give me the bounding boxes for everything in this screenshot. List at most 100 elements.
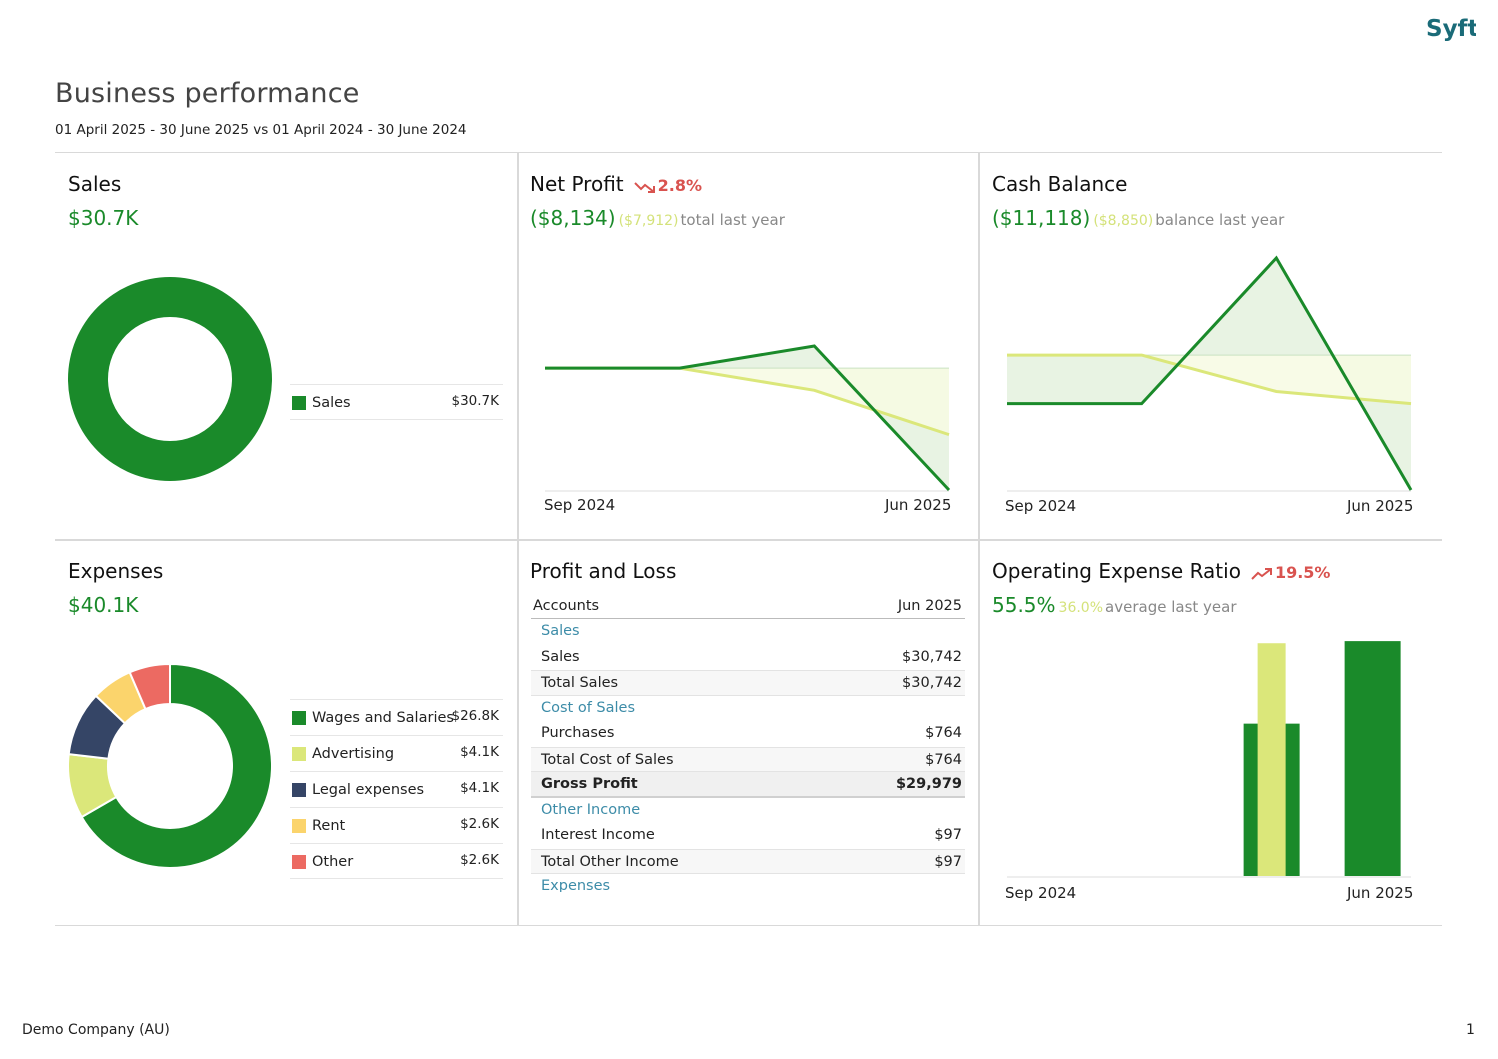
grid-divider-vertical-1 [517, 153, 519, 925]
net-profit-current: ($8,134) [530, 206, 616, 230]
expenses-legend-swatch [292, 711, 306, 725]
oer-title: Operating Expense Ratio 19.5% [992, 559, 1330, 583]
oer-value: 55.5% 36.0% average last year [992, 593, 1237, 617]
sales-legend-value: $30.7K [451, 393, 499, 409]
pl-total-row[interactable]: Total Other Income $97 [531, 848, 965, 874]
expenses-legend-label: Advertising [312, 746, 395, 762]
cash-balance-current-line[interactable] [1007, 255, 1413, 491]
oer-bar-chart[interactable] [1007, 639, 1413, 879]
cash-balance-previous-line[interactable] [1007, 353, 1412, 406]
expenses-legend-label: Rent [312, 818, 346, 834]
pl-section-header[interactable]: Expenses [531, 874, 965, 892]
profit-loss-title: Profit and Loss [530, 559, 677, 583]
accounts-column-header: Accounts [533, 598, 600, 614]
sales-value: $30.7K [68, 206, 139, 230]
net-profit-trend: 2.8% [633, 176, 702, 195]
expenses-legend-value: $4.1K [460, 780, 499, 796]
net-profit-line-chart[interactable] [545, 302, 951, 492]
page-subtitle: 01 April 2025 - 30 June 2025 vs 01 April… [55, 122, 467, 138]
cash-balance-panel[interactable]: Cash Balance ($11,118) ($8,850) balance la… [979, 152, 1442, 538]
oer-trend-value: 19.5% [1274, 563, 1331, 582]
oer-bar-current[interactable] [1344, 641, 1401, 876]
expenses-legend-item[interactable]: Wages and Salaries $26.8K [290, 699, 503, 735]
profit-loss-panel[interactable]: Profit and Loss [517, 539, 978, 925]
net-profit-value: ($8,134) ($7,912) total last year [530, 206, 785, 230]
profit-loss-table-header: Accounts Jun 2025 [531, 592, 965, 619]
oer-current: 55.5% [992, 593, 1056, 617]
grid-divider-horizontal [55, 539, 1442, 541]
sales-donut-slice-0[interactable] [68, 277, 272, 481]
syft-logo: Syft [1426, 16, 1476, 42]
sales-legend-item[interactable]: Sales $30.7K [290, 384, 503, 420]
expenses-legend-swatch [292, 819, 306, 833]
sales-panel[interactable]: Sales $30.7K Sales $30.7K [55, 152, 517, 538]
pl-section-header[interactable]: Other Income [531, 798, 965, 824]
trend-up-icon [1251, 567, 1272, 580]
sales-legend: Sales $30.7K [290, 384, 503, 420]
pl-row-label: Interest Income [541, 827, 655, 843]
net-profit-panel[interactable]: Net Profit 2.8% ($8,134) ($7,912) total las… [517, 152, 978, 538]
pl-row-label: Cost of Sales [541, 699, 636, 716]
net-profit-previous: ($7,912) [618, 213, 679, 229]
trend-down-icon [633, 181, 655, 193]
expenses-legend-item[interactable]: Legal expenses $4.1K [290, 771, 503, 807]
pl-row-label: Total Cost of Sales [541, 751, 674, 768]
oer-x-end: Jun 2025 [1347, 884, 1414, 902]
pl-line-row[interactable]: Interest Income $97 [531, 823, 965, 849]
net-profit-title: Net Profit 2.8% [530, 172, 702, 196]
profit-loss-table[interactable]: Accounts Jun 2025 Sales Sales $30,742 Total… [531, 592, 965, 892]
oer-title-text: Operating Expense Ratio [992, 559, 1241, 583]
net-profit-previous-area [545, 368, 949, 435]
pl-line-row[interactable]: Sales $30,742 [531, 645, 965, 671]
oer-x-start: Sep 2024 [1005, 884, 1077, 902]
expenses-legend-label: Legal expenses [312, 782, 425, 798]
sales-legend-label: Sales [312, 395, 351, 411]
cash-balance-line-chart[interactable] [1007, 252, 1413, 492]
oer-previous: 36.0% [1058, 600, 1104, 616]
pl-line-row[interactable]: Purchases $764 [531, 721, 965, 747]
pl-row-label: Total Sales [541, 675, 619, 691]
expenses-panel[interactable]: Expenses $40.1K Wages and Salaries $26.8K… [55, 539, 517, 925]
operating-expense-ratio-panel[interactable]: Operating Expense Ratio 19.5% 55.5% 36.0% a… [979, 539, 1442, 925]
pl-section-header[interactable]: Cost of Sales [531, 696, 965, 722]
pl-section-header[interactable]: Sales [531, 619, 965, 645]
expenses-donut-slice-0[interactable] [80, 663, 273, 869]
cash-balance-previous-area [1007, 355, 1411, 404]
expenses-legend-value: $4.1K [460, 744, 499, 760]
expenses-legend-item[interactable]: Advertising $4.1K [290, 735, 503, 771]
pl-row-label: Purchases [541, 725, 615, 741]
grid-divider-vertical-2 [978, 153, 980, 925]
sales-title: Sales [68, 172, 122, 196]
pl-row-value: $764 [925, 751, 962, 768]
page-number: 1 [1466, 1022, 1475, 1038]
pl-total-row[interactable]: Total Sales $30,742 [531, 670, 965, 696]
expenses-legend-label: Wages and Salaries [312, 710, 454, 726]
net-profit-current-line[interactable] [545, 344, 951, 492]
pl-row-label: Sales [541, 648, 580, 665]
expenses-legend-label: Other [312, 854, 354, 870]
pl-total-row[interactable]: Gross Profit $29,979 [531, 772, 965, 798]
expenses-legend-swatch [292, 855, 306, 869]
expenses-donut-slice-4[interactable] [128, 663, 171, 711]
cash-balance-previous-label: balance last year [1155, 211, 1285, 229]
pl-row-label: Sales [541, 623, 580, 639]
oer-bar-previous[interactable] [1257, 643, 1286, 876]
sales-legend-swatch [292, 396, 306, 410]
period-column-header: Jun 2025 [897, 598, 962, 614]
expenses-legend-item[interactable]: Other $2.6K [290, 843, 503, 879]
net-profit-previous-label: total last year [680, 211, 785, 229]
pl-row-value: $30,742 [902, 675, 962, 691]
expenses-legend-value: $2.6K [460, 816, 499, 832]
pl-total-row[interactable]: Total Cost of Sales $764 [531, 746, 965, 772]
pl-row-value: $97 [934, 827, 962, 843]
expenses-legend-swatch [292, 783, 306, 797]
pl-row-label: Total Other Income [541, 853, 679, 870]
expenses-legend-item[interactable]: Rent $2.6K [290, 807, 503, 843]
cash-balance-current: ($11,118) [992, 206, 1091, 230]
expenses-title: Expenses [68, 559, 164, 583]
pl-row-label: Gross Profit [541, 776, 638, 792]
sales-donut-chart[interactable] [67, 276, 273, 482]
expenses-value: $40.1K [68, 593, 139, 617]
pl-row-value: $764 [925, 725, 962, 741]
expenses-donut-chart[interactable] [67, 663, 273, 869]
